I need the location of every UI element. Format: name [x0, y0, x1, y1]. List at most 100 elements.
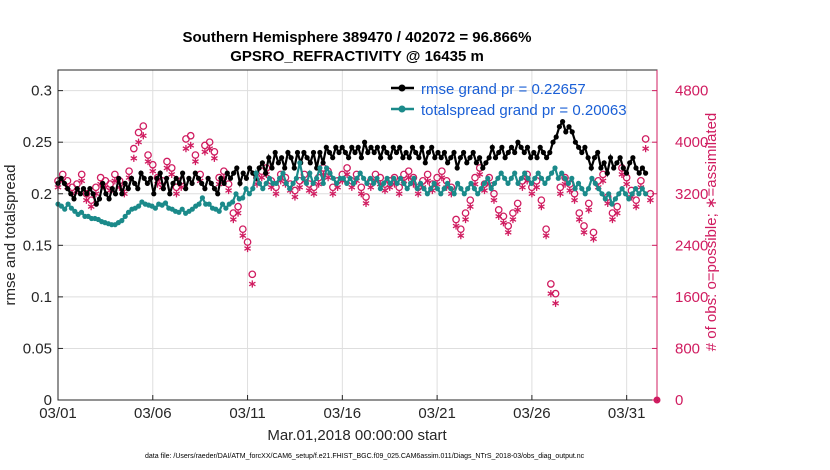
right-y-tick-label: 0	[675, 392, 683, 409]
rmse-point	[263, 170, 269, 176]
totalspread-point	[485, 175, 491, 181]
rmse-point	[534, 155, 540, 161]
rmse-point	[588, 165, 594, 171]
obs-assimilated-marker	[362, 199, 370, 208]
rmse-point	[183, 186, 189, 192]
obs-assimilated-marker	[438, 174, 446, 182]
rmse-point	[438, 155, 444, 161]
totalspread-point	[582, 191, 588, 197]
rmse-point	[304, 155, 310, 161]
rmse-point	[445, 160, 451, 166]
rmse-point	[569, 129, 575, 135]
rmse-point	[224, 170, 230, 176]
rmse-point	[256, 165, 262, 171]
rmse-point	[122, 180, 128, 186]
totalspread-point	[176, 209, 182, 215]
obs-assimilated-marker	[173, 190, 180, 198]
left-y-tick-label: 0.3	[31, 83, 52, 100]
rmse-point	[496, 149, 502, 156]
totalspread-point	[58, 203, 64, 209]
rmse-point	[595, 149, 601, 156]
totalspread-point	[535, 170, 541, 176]
totalspread-point	[273, 180, 279, 186]
totalspread-point	[465, 186, 471, 192]
totalspread-point	[253, 170, 259, 176]
totalspread-point	[585, 186, 592, 192]
rmse-point	[164, 175, 170, 181]
totalspread-point	[347, 175, 353, 181]
totalspread-point	[307, 170, 313, 176]
totalspread-point	[199, 195, 205, 201]
obs-assimilated-marker	[613, 209, 621, 217]
rmse-point	[381, 144, 387, 150]
rmse-point	[80, 186, 87, 192]
rmse-point	[195, 175, 202, 181]
obs-possible-marker	[248, 270, 257, 279]
rmse-point	[227, 175, 234, 181]
obs-assimilated-marker	[500, 219, 507, 227]
obs-possible-marker	[546, 280, 555, 288]
obs-assimilated-marker	[580, 228, 588, 237]
totalspread-point	[515, 180, 521, 186]
rmse-point	[272, 149, 278, 156]
right-y-tick-label: 1600	[675, 289, 708, 306]
obs-assimilated-marker	[244, 244, 251, 253]
rmse-point	[317, 149, 323, 156]
rmse-point	[141, 175, 147, 181]
rmse-point	[419, 144, 425, 150]
totalspread-point	[263, 180, 269, 186]
totalspread-point	[283, 180, 289, 186]
totalspread-point	[525, 175, 531, 181]
totalspread-point	[408, 180, 414, 186]
totalspread-point	[495, 175, 501, 181]
rmse-point	[403, 149, 409, 156]
obs-assimilated-marker	[405, 174, 413, 182]
rmse-point	[240, 170, 246, 176]
obs-assimilated-marker	[566, 186, 574, 195]
totalspread-point	[545, 175, 551, 181]
obs-assimilated-marker	[424, 177, 432, 185]
rmse-point	[518, 144, 524, 150]
rmse-point	[333, 144, 339, 150]
totalspread-point	[357, 170, 363, 176]
rmse-point	[154, 175, 160, 181]
totalspread-point	[297, 160, 303, 166]
totalspread-point	[448, 186, 454, 192]
rmse-point	[294, 149, 301, 156]
obs-assimilated-marker	[462, 215, 469, 224]
rmse-point	[540, 149, 547, 156]
obs-assimilated-marker	[206, 145, 214, 153]
obs-assimilated-marker	[395, 190, 403, 198]
obs-assimilated-marker	[149, 167, 157, 175]
totalspread-point	[387, 180, 393, 186]
rmse-point	[550, 139, 556, 145]
rmse-point	[617, 155, 623, 161]
left-y-tick-label: 0.2	[31, 186, 52, 203]
left-y-tick-label: 0.05	[23, 340, 52, 357]
totalspread-point	[381, 180, 387, 186]
obs-possible-marker	[641, 135, 650, 143]
obs-assimilated-marker	[466, 203, 474, 211]
obs-assimilated-marker	[609, 215, 616, 224]
totalspread-point	[461, 191, 467, 197]
totalspread-point	[62, 206, 68, 212]
obs-assimilated-marker	[324, 174, 332, 182]
totalspread-point	[246, 191, 252, 197]
obs-assimilated-marker	[187, 141, 195, 150]
totalspread-point	[565, 180, 572, 186]
obs-assimilated-marker	[343, 170, 351, 179]
totalspread-point	[303, 180, 310, 186]
rmse-point	[74, 186, 80, 192]
rmse-point	[58, 175, 64, 181]
rmse-point	[247, 165, 253, 171]
rmse-point	[189, 180, 195, 186]
rmse-point	[486, 155, 492, 161]
totalspread-point	[240, 195, 246, 201]
obs-assimilated-marker	[315, 180, 323, 188]
rmse-point	[103, 191, 109, 197]
totalspread-point	[633, 186, 639, 192]
totalspread-point	[562, 175, 568, 181]
rmse-point	[457, 155, 463, 161]
rmse-point	[132, 180, 138, 186]
